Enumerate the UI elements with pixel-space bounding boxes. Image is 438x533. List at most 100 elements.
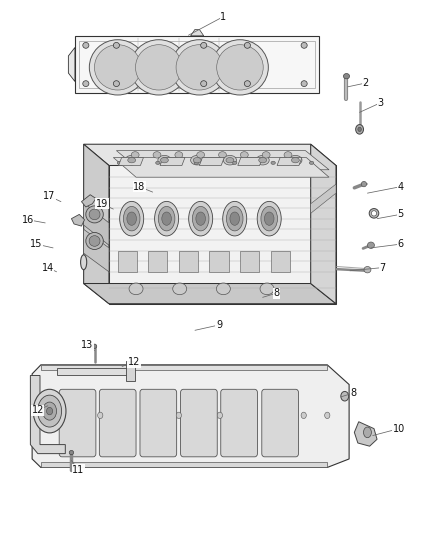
Ellipse shape bbox=[127, 212, 137, 225]
Ellipse shape bbox=[367, 242, 374, 248]
Polygon shape bbox=[199, 158, 224, 165]
Polygon shape bbox=[191, 29, 204, 36]
Polygon shape bbox=[117, 151, 329, 169]
Ellipse shape bbox=[244, 43, 251, 49]
Ellipse shape bbox=[117, 161, 122, 165]
Polygon shape bbox=[311, 144, 336, 304]
Ellipse shape bbox=[131, 40, 187, 95]
Polygon shape bbox=[57, 368, 130, 375]
Ellipse shape bbox=[371, 211, 377, 216]
Ellipse shape bbox=[89, 236, 100, 246]
Text: 8: 8 bbox=[274, 288, 280, 298]
Text: 5: 5 bbox=[397, 209, 403, 220]
Ellipse shape bbox=[158, 206, 175, 231]
Polygon shape bbox=[84, 284, 336, 304]
Ellipse shape bbox=[325, 412, 330, 418]
Ellipse shape bbox=[197, 152, 205, 158]
Polygon shape bbox=[84, 144, 109, 304]
Ellipse shape bbox=[223, 156, 237, 165]
Ellipse shape bbox=[356, 125, 364, 134]
Ellipse shape bbox=[160, 158, 168, 163]
Ellipse shape bbox=[230, 212, 240, 225]
Ellipse shape bbox=[125, 156, 138, 165]
Ellipse shape bbox=[191, 156, 204, 165]
Ellipse shape bbox=[153, 152, 161, 158]
Text: 6: 6 bbox=[397, 239, 403, 249]
Polygon shape bbox=[277, 158, 302, 165]
Ellipse shape bbox=[86, 232, 103, 249]
Text: 7: 7 bbox=[380, 263, 386, 272]
Polygon shape bbox=[179, 251, 198, 272]
Polygon shape bbox=[311, 184, 336, 213]
FancyBboxPatch shape bbox=[59, 389, 96, 457]
Polygon shape bbox=[109, 165, 336, 304]
Ellipse shape bbox=[131, 152, 139, 158]
Polygon shape bbox=[81, 195, 96, 207]
Ellipse shape bbox=[92, 344, 97, 349]
Ellipse shape bbox=[256, 156, 269, 165]
Text: 15: 15 bbox=[30, 239, 42, 249]
Ellipse shape bbox=[217, 412, 223, 418]
Polygon shape bbox=[209, 251, 229, 272]
Text: 10: 10 bbox=[393, 424, 405, 434]
Ellipse shape bbox=[369, 208, 379, 218]
Text: 18: 18 bbox=[134, 182, 146, 192]
Ellipse shape bbox=[261, 206, 278, 231]
Text: 4: 4 bbox=[397, 182, 403, 192]
Ellipse shape bbox=[291, 158, 299, 163]
Ellipse shape bbox=[301, 43, 307, 49]
Ellipse shape bbox=[233, 161, 237, 165]
Polygon shape bbox=[160, 158, 185, 165]
Text: 17: 17 bbox=[43, 191, 56, 201]
Ellipse shape bbox=[95, 45, 141, 90]
Ellipse shape bbox=[309, 161, 314, 165]
Polygon shape bbox=[238, 158, 263, 165]
Text: 12: 12 bbox=[32, 405, 44, 415]
Ellipse shape bbox=[217, 45, 263, 90]
Text: 9: 9 bbox=[216, 320, 222, 330]
Text: 2: 2 bbox=[362, 78, 368, 88]
Text: 12: 12 bbox=[127, 357, 140, 367]
Ellipse shape bbox=[284, 152, 292, 158]
Ellipse shape bbox=[113, 80, 120, 86]
Ellipse shape bbox=[260, 283, 274, 295]
Ellipse shape bbox=[113, 43, 120, 49]
Ellipse shape bbox=[364, 427, 371, 438]
Ellipse shape bbox=[89, 209, 100, 220]
Ellipse shape bbox=[128, 158, 136, 163]
Polygon shape bbox=[84, 144, 336, 165]
Ellipse shape bbox=[176, 45, 223, 90]
Ellipse shape bbox=[135, 45, 182, 90]
Ellipse shape bbox=[262, 152, 270, 158]
Ellipse shape bbox=[42, 402, 57, 420]
Ellipse shape bbox=[193, 158, 201, 163]
Ellipse shape bbox=[361, 181, 367, 187]
Ellipse shape bbox=[301, 412, 306, 418]
Ellipse shape bbox=[201, 43, 207, 49]
Ellipse shape bbox=[33, 389, 66, 433]
Ellipse shape bbox=[196, 212, 205, 225]
Ellipse shape bbox=[162, 212, 171, 225]
Ellipse shape bbox=[219, 152, 226, 158]
Polygon shape bbox=[71, 214, 85, 226]
Polygon shape bbox=[148, 251, 167, 272]
Ellipse shape bbox=[265, 212, 274, 225]
FancyBboxPatch shape bbox=[99, 389, 136, 457]
Polygon shape bbox=[113, 158, 329, 177]
Ellipse shape bbox=[192, 206, 209, 231]
Text: 13: 13 bbox=[81, 340, 93, 350]
Ellipse shape bbox=[171, 40, 228, 95]
Polygon shape bbox=[127, 361, 135, 381]
Ellipse shape bbox=[155, 161, 160, 165]
Ellipse shape bbox=[226, 158, 234, 163]
Ellipse shape bbox=[358, 127, 361, 132]
Ellipse shape bbox=[240, 152, 248, 158]
Ellipse shape bbox=[301, 80, 307, 86]
Ellipse shape bbox=[173, 283, 187, 295]
Text: 16: 16 bbox=[21, 215, 34, 225]
Ellipse shape bbox=[81, 255, 87, 270]
FancyBboxPatch shape bbox=[180, 389, 217, 457]
Polygon shape bbox=[68, 47, 75, 82]
Text: 3: 3 bbox=[378, 98, 384, 108]
Ellipse shape bbox=[226, 206, 243, 231]
